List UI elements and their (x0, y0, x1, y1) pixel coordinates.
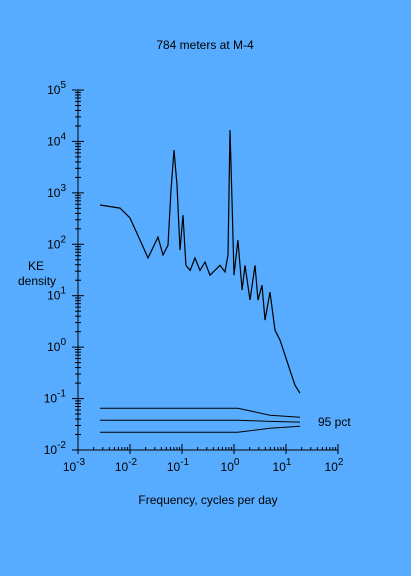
y-tick-label: 102 (47, 234, 66, 251)
y-tick-label-base: 10 (47, 134, 61, 148)
x-tick-label: 101 (273, 457, 292, 474)
y-axis-label: KE (28, 259, 44, 273)
x-tick-label-base: 10 (63, 460, 77, 474)
y-tick-label-power: 2 (60, 234, 66, 245)
y-tick-label-base: 10 (47, 237, 61, 251)
x-tick-label-power: 1 (286, 457, 292, 468)
x-tick-label: 100 (221, 457, 240, 474)
y-tick-label: 10-2 (44, 440, 67, 457)
y-tick-label: 100 (47, 337, 66, 354)
y-tick-label: 101 (47, 286, 66, 303)
y-tick-label-power: 1 (60, 286, 66, 297)
y-tick-label-power: -2 (57, 440, 66, 451)
x-tick-label: 10-1 (167, 457, 190, 474)
y-tick-label-power: 0 (60, 337, 66, 348)
x-tick-label-power: -1 (180, 457, 189, 468)
x-axis-label: Frequency, cycles per day (138, 493, 277, 507)
x-tick-label-power: -2 (128, 457, 137, 468)
x-tick-label: 102 (325, 457, 344, 474)
y-tick-label-power: -1 (57, 389, 66, 400)
y-tick-label-base: 10 (47, 186, 61, 200)
spectrum-line (99, 129, 301, 394)
x-tick-label-base: 10 (273, 460, 287, 474)
y-tick-label-base: 10 (47, 340, 61, 354)
y-tick-label-base: 10 (47, 83, 61, 97)
y-tick-label-power: 5 (60, 80, 66, 91)
y-tick-label-power: 4 (60, 131, 66, 142)
y-tick-label-power: 3 (60, 183, 66, 194)
confidence-label: 95 pct (318, 415, 351, 429)
x-tick-label-base: 10 (167, 460, 181, 474)
y-tick-label: 10-1 (44, 389, 67, 406)
y-tick-label: 105 (47, 80, 66, 97)
y-tick-label-base: 10 (44, 392, 58, 406)
x-tick-label-power: 0 (234, 457, 240, 468)
x-tick-label-power: 2 (338, 457, 344, 468)
x-tick-label-base: 10 (221, 460, 235, 474)
confidence-line (100, 425, 301, 433)
y-axis-label: density (18, 274, 56, 288)
x-tick-label: 10-2 (115, 457, 138, 474)
confidence-line (100, 419, 301, 423)
y-tick-label-base: 10 (44, 443, 58, 457)
y-tick-label: 103 (47, 183, 66, 200)
y-tick-label-base: 10 (47, 289, 61, 303)
y-tick-label: 104 (47, 131, 66, 148)
confidence-line (100, 407, 301, 418)
x-tick-label-base: 10 (325, 460, 339, 474)
x-tick-label-base: 10 (115, 460, 129, 474)
x-tick-label: 10-3 (63, 457, 86, 474)
chart-title: 784 meters at M-4 (156, 38, 254, 52)
x-tick-label-power: -3 (76, 457, 85, 468)
